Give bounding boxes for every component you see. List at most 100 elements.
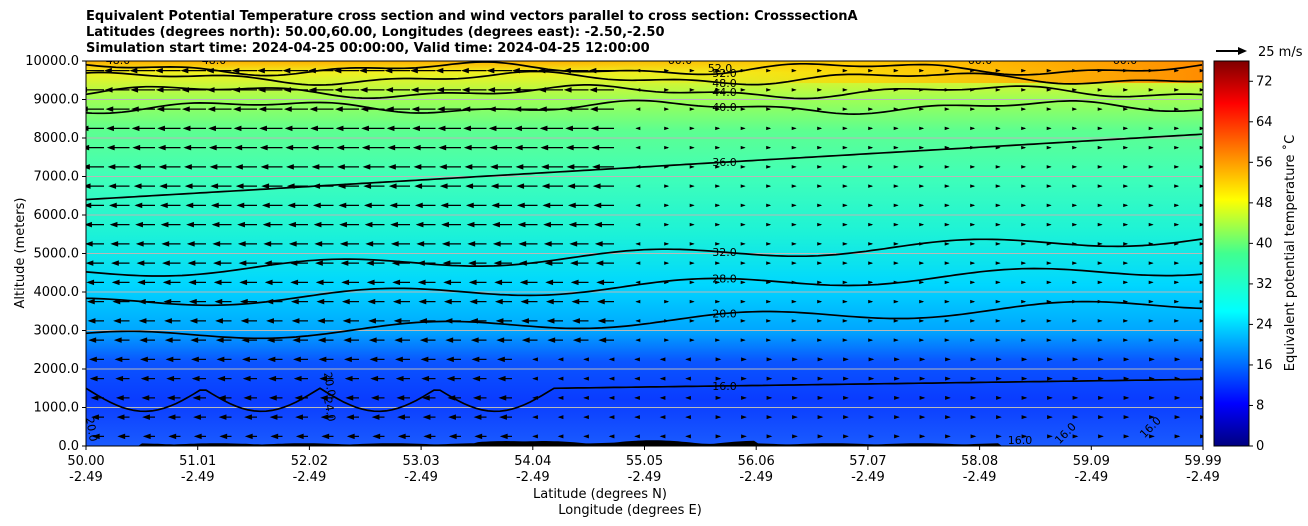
wind-vector-head — [439, 183, 448, 189]
wind-vector-head — [465, 183, 474, 189]
wind-vector-head — [163, 298, 172, 305]
wind-vector-head — [1021, 376, 1028, 381]
wind-vector-head — [1046, 299, 1052, 304]
y-axis: 0.0 1000.0 2000.0 3000.0 4000.0 5000.0 6000.0 7… — [25, 54, 86, 454]
wind-vector-head — [412, 144, 421, 151]
wind-vector-head — [970, 107, 976, 111]
chart-title: Equivalent Potential Temperature cross s… — [86, 9, 858, 57]
wind-vector-head — [317, 318, 325, 324]
wind-vector-head — [1174, 126, 1180, 131]
wind-vector-head — [594, 221, 602, 228]
wind-vector-head — [1098, 357, 1104, 362]
wind-vector-head — [316, 298, 325, 305]
wind-vector-head — [90, 395, 99, 401]
wind-vector-head — [1021, 338, 1027, 342]
wind-vector-head — [766, 68, 772, 73]
wind-vector-head — [996, 434, 1002, 439]
wind-vector-head — [1047, 395, 1053, 400]
wind-vector-head — [766, 261, 772, 265]
wind-vector-head — [995, 319, 1001, 323]
x-tick-label-lat: 59.09 — [1073, 454, 1110, 469]
wind-vector-head — [239, 298, 248, 305]
wind-vector-head — [1072, 222, 1078, 227]
wind-vector-head — [134, 202, 143, 209]
wind-vector-head — [635, 261, 641, 265]
wind-vector-head — [635, 222, 641, 227]
wind-vector-head — [1072, 68, 1078, 73]
wind-vector-head — [970, 434, 977, 439]
wind-vector-head — [664, 68, 670, 73]
wind-vector-head — [206, 67, 214, 74]
wind-vector-head — [1072, 242, 1078, 246]
wind-vector-head — [513, 106, 522, 112]
wind-vector-head — [441, 241, 450, 247]
contour-label: 48.0 — [106, 54, 131, 67]
wind-vector-head — [715, 145, 721, 150]
wind-vector-head — [1097, 242, 1103, 246]
wind-vector-head — [1097, 299, 1103, 304]
wind-vector-head — [213, 279, 222, 286]
wind-vector-head — [740, 68, 746, 73]
wind-vector-head — [766, 434, 773, 439]
wind-vector-head — [1046, 126, 1052, 131]
wind-vector-head — [715, 68, 721, 73]
wind-vector-head — [842, 338, 848, 342]
wind-vector-head — [995, 261, 1001, 265]
x-tick-label-lat: 54.04 — [514, 454, 551, 469]
wind-vector-head — [287, 202, 296, 209]
wind-vector-head — [417, 279, 426, 286]
wind-vector-head — [995, 68, 1001, 73]
wind-vector-head — [557, 376, 564, 381]
wind-vector-head — [893, 261, 899, 265]
wind-vector-head — [365, 241, 374, 247]
wind-vector-head — [817, 126, 823, 131]
wind-vector-head — [141, 395, 150, 401]
contour-line — [86, 378, 1203, 413]
wind-vector-head — [86, 164, 90, 170]
wind-vector-head — [441, 221, 449, 228]
wind-vector-head — [634, 376, 640, 381]
wind-vector-head — [397, 433, 406, 440]
wind-vector-head — [158, 164, 167, 170]
wind-vector-head — [659, 395, 666, 400]
wind-vector-head — [995, 222, 1001, 227]
wind-vector-head — [309, 106, 318, 112]
wind-vector-head — [392, 298, 401, 305]
wind-vector-head — [689, 319, 695, 323]
wind-vector-head — [396, 395, 405, 401]
wind-vector-head — [436, 87, 445, 93]
wind-vector-head — [310, 144, 319, 151]
wind-vector-head — [1072, 126, 1078, 131]
wind-vector-head — [362, 164, 371, 170]
wind-vector-head — [538, 87, 547, 93]
wind-vector-head — [110, 241, 119, 247]
wind-vector-head — [842, 184, 848, 188]
wind-vector-head — [188, 279, 197, 286]
contour-line — [86, 84, 1203, 100]
wind-vector-head — [113, 318, 121, 324]
wind-vector-head — [392, 279, 401, 286]
wind-vector-head — [130, 106, 139, 112]
wind-vector-head — [268, 395, 277, 401]
contour-label: 60.0 — [668, 54, 693, 67]
wind-vector-head — [1021, 107, 1027, 111]
wind-vector-head — [318, 356, 327, 363]
wind-vector-head — [361, 125, 369, 132]
wind-vector-head — [1199, 338, 1203, 342]
x-tick-label-lat: 51.01 — [179, 454, 216, 469]
wind-vector-head — [689, 242, 695, 246]
wind-vector-head — [419, 318, 427, 324]
wind-vector-head — [715, 203, 721, 208]
wind-vector-head — [259, 125, 267, 132]
wind-vector-head — [497, 356, 505, 363]
wind-vector-head — [184, 183, 193, 189]
wind-vector-head — [970, 242, 976, 246]
wind-vector-head — [258, 106, 267, 112]
wind-vector-head — [995, 165, 1001, 169]
wind-vector-head — [766, 376, 773, 381]
wind-vector-head — [244, 414, 252, 420]
x-tick-label-lon: -2.49 — [628, 470, 662, 485]
wind-vector-head — [919, 184, 925, 188]
wind-vector-head — [766, 126, 772, 131]
wind-vector-head — [164, 337, 173, 343]
